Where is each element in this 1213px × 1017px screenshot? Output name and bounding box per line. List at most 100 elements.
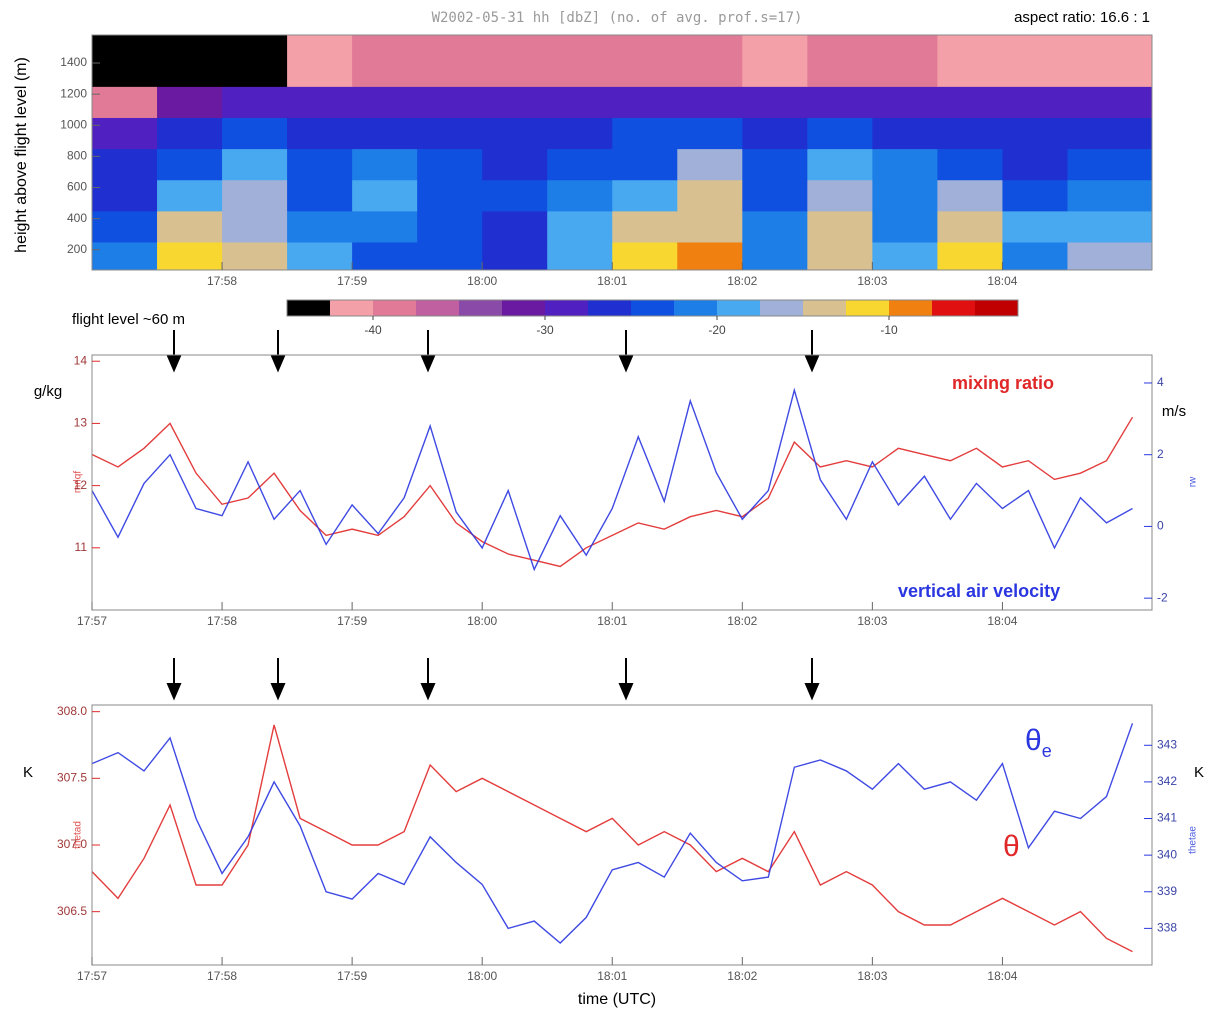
heat-cell bbox=[1002, 241, 1068, 271]
arrow-head bbox=[166, 683, 182, 701]
heat-cell bbox=[1067, 86, 1153, 118]
colorbar-cell bbox=[373, 300, 417, 316]
heat-cell bbox=[222, 210, 288, 243]
y-label: thetad bbox=[73, 821, 84, 849]
x-tick-label: 18:01 bbox=[597, 274, 627, 288]
heat-cell bbox=[742, 148, 808, 181]
heat-cell bbox=[92, 86, 158, 118]
colorbar-cell bbox=[975, 300, 1019, 316]
heat-cell bbox=[352, 179, 418, 212]
colorbar-cell bbox=[717, 300, 761, 316]
y2-tick-label: 4 bbox=[1157, 375, 1164, 389]
heat-cell bbox=[157, 35, 223, 87]
series-line bbox=[91, 387, 1133, 572]
y-tick-label: 13 bbox=[74, 416, 88, 430]
y-tick-label: 308.0 bbox=[57, 704, 87, 718]
heat-cell bbox=[417, 241, 483, 271]
x-tick-label: 17:58 bbox=[207, 969, 237, 983]
heat-cell bbox=[612, 86, 678, 118]
heat-cell bbox=[92, 117, 158, 150]
heat-cell bbox=[92, 35, 158, 87]
heat-cell bbox=[1002, 86, 1068, 118]
y2-tick-label: 338 bbox=[1157, 921, 1177, 935]
x-tick-label: 17:58 bbox=[207, 274, 237, 288]
x-label: time (UTC) bbox=[578, 991, 656, 1008]
heat-cell bbox=[482, 241, 548, 271]
y-tick-label: 14 bbox=[74, 353, 88, 367]
series-line bbox=[91, 724, 1133, 953]
heat-cell bbox=[937, 241, 1003, 271]
heat-cell bbox=[612, 210, 678, 243]
heat-cell bbox=[157, 117, 223, 150]
colorbar-cell bbox=[459, 300, 503, 316]
heat-cell bbox=[417, 179, 483, 212]
heat-cell bbox=[807, 179, 873, 212]
colorbar-cell bbox=[588, 300, 632, 316]
heat-cell bbox=[417, 148, 483, 181]
heat-cell bbox=[287, 148, 353, 181]
y2-tick-label: 342 bbox=[1157, 774, 1177, 788]
y-label: height above flight level (m) bbox=[13, 57, 30, 253]
heat-cell bbox=[92, 210, 158, 243]
y-tick-label: 307.5 bbox=[57, 771, 87, 785]
heat-cell bbox=[287, 179, 353, 212]
y2-unit: K bbox=[1194, 764, 1204, 781]
heat-cell bbox=[547, 241, 613, 271]
heat-cell bbox=[1067, 179, 1153, 212]
series-name: θ bbox=[1003, 830, 1020, 863]
heat-cell bbox=[1002, 148, 1068, 181]
heat-cell bbox=[872, 148, 938, 181]
y-unit: K bbox=[23, 764, 33, 781]
heat-cell bbox=[677, 241, 743, 271]
heat-cell bbox=[742, 179, 808, 212]
heat-cell bbox=[287, 35, 353, 87]
x-tick-label: 18:00 bbox=[467, 274, 497, 288]
heat-cell bbox=[937, 35, 1003, 87]
series-label: θe bbox=[1025, 724, 1052, 761]
arrow-head bbox=[166, 355, 182, 373]
x-tick-label: 18:04 bbox=[987, 969, 1017, 983]
heat-cell bbox=[807, 35, 873, 87]
heat-cell bbox=[677, 35, 743, 87]
y-unit: g/kg bbox=[34, 383, 62, 400]
y2-label: rw bbox=[1188, 476, 1199, 487]
heat-cell bbox=[157, 86, 223, 118]
x-tick-label: 17:59 bbox=[337, 614, 367, 628]
heat-cell bbox=[937, 179, 1003, 212]
colorbar-tick-label: -30 bbox=[536, 323, 554, 337]
heat-cell bbox=[92, 241, 158, 271]
heat-cell bbox=[807, 241, 873, 271]
heat-cell bbox=[547, 179, 613, 212]
heat-cell bbox=[547, 35, 613, 87]
heat-cell bbox=[872, 210, 938, 243]
heat-cell bbox=[287, 86, 353, 118]
heat-cell bbox=[417, 210, 483, 243]
heat-cell bbox=[352, 35, 418, 87]
y2-tick-label: -2 bbox=[1157, 590, 1168, 604]
x-tick-label: 17:58 bbox=[207, 614, 237, 628]
x-tick-label: 17:57 bbox=[77, 969, 107, 983]
heat-cell bbox=[742, 35, 808, 87]
y2-tick-label: 339 bbox=[1157, 884, 1177, 898]
y-tick-label: 200 bbox=[67, 242, 87, 256]
heat-cell bbox=[547, 148, 613, 181]
heat-cell bbox=[937, 210, 1003, 243]
heat-cell bbox=[157, 179, 223, 212]
arrow-head bbox=[420, 355, 436, 373]
x-tick-label: 18:04 bbox=[987, 614, 1017, 628]
series-line bbox=[91, 723, 1134, 944]
heat-cell bbox=[287, 241, 353, 271]
series-name: mixing ratio bbox=[952, 373, 1054, 393]
heat-cell bbox=[612, 179, 678, 212]
heat-cell bbox=[1067, 210, 1153, 243]
heat-cell bbox=[482, 179, 548, 212]
heat-cell bbox=[482, 35, 548, 87]
colorbar-cell bbox=[287, 300, 331, 316]
y2-tick-label: 343 bbox=[1157, 737, 1177, 751]
x-tick-label: 17:59 bbox=[337, 274, 367, 288]
heat-cell bbox=[157, 241, 223, 271]
arrow-head bbox=[270, 683, 286, 701]
colorbar-cell bbox=[760, 300, 804, 316]
series-name-subscript: e bbox=[1042, 741, 1052, 761]
heat-cell bbox=[352, 86, 418, 118]
